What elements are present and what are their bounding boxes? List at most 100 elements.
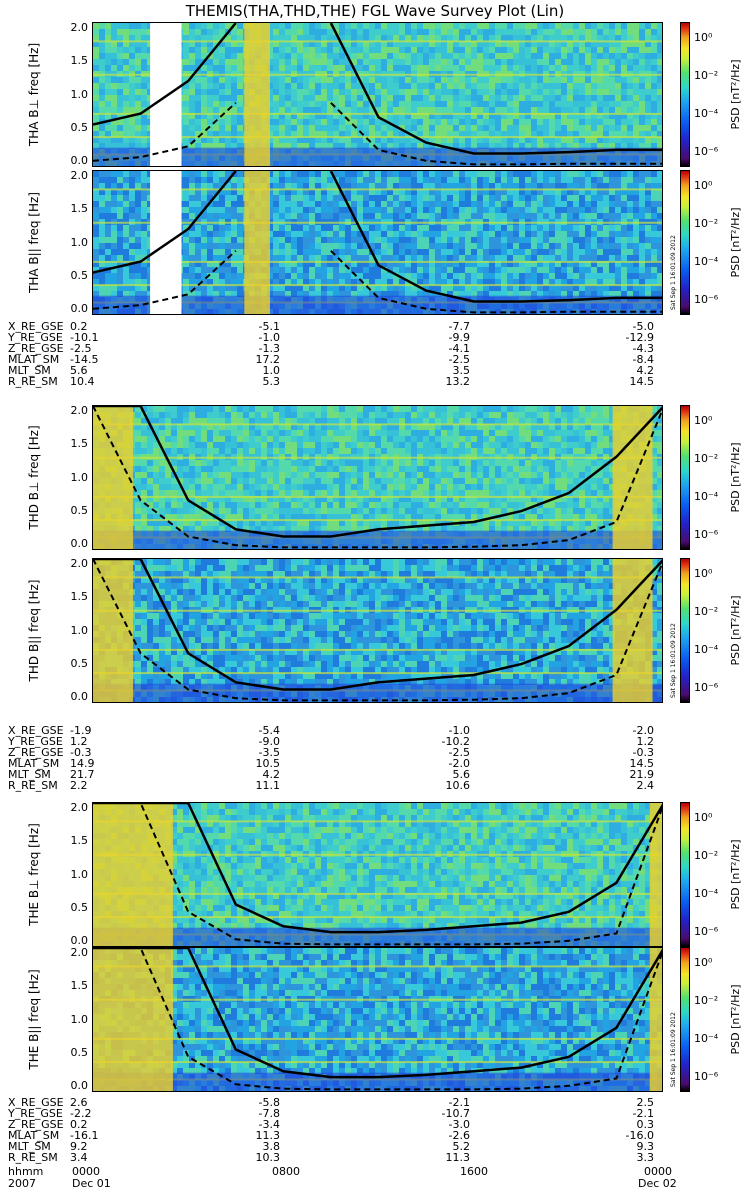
colorbar-tick-label: 10⁻² xyxy=(694,994,719,1007)
low-frequency-band xyxy=(93,530,662,549)
orbit-value: 11.1 xyxy=(255,779,281,792)
high-psd-region xyxy=(244,23,271,166)
orbit-value: -2.5 xyxy=(70,342,92,355)
gyrofrequency-curve xyxy=(93,171,662,303)
orbit-row-label: Z_RE_GSE xyxy=(8,746,64,759)
gyrofrequency-curve xyxy=(93,948,662,1079)
colorbar-tick-label: 10⁻⁶ xyxy=(694,681,719,694)
orbit-row: MLAT_SM 14.9 10.5 -2.0 14.5 xyxy=(8,758,668,769)
orbit-row-label: R_RE_SM xyxy=(8,375,58,388)
high-psd-region xyxy=(612,406,653,549)
orbit-value: 10.6 xyxy=(445,779,471,792)
orbit-value: 0.3 xyxy=(636,1118,655,1131)
psd-texture xyxy=(93,803,662,946)
spectrogram-panel-6 xyxy=(92,947,663,1092)
orbit-row: MLT_SM 9.2 3.8 5.2 9.3 xyxy=(8,1141,668,1152)
oxygen-gyrofrequency-curve xyxy=(93,102,662,166)
y-tick-label: 0.5 xyxy=(70,268,89,282)
y-tick-label: 0.5 xyxy=(70,656,89,670)
orbit-value: 2.5 xyxy=(636,1096,655,1109)
orbit-value: 11.3 xyxy=(445,1151,471,1164)
orbit-row: MLT_SM 21.7 4.2 5.6 21.9 xyxy=(8,769,668,780)
colorbar xyxy=(680,22,690,167)
orbit-value: 3.8 xyxy=(262,1140,281,1153)
orbit-row: X_RE_GSE 2.6 -5.8 -2.1 2.5 xyxy=(8,1097,668,1108)
orbit-value: -2.6 xyxy=(448,1129,470,1142)
panel-ylabel: THD B⊥ freq [Hz] xyxy=(27,425,41,530)
orbit-value: -7.8 xyxy=(258,1107,280,1120)
colorbar-tick-label: 10⁻⁶ xyxy=(694,528,719,541)
orbit-value: -2.0 xyxy=(448,757,470,770)
spectrogram-panel-3 xyxy=(92,405,663,550)
orbit-row-label: MLT_SM xyxy=(8,364,51,377)
colorbar-tick-label: 10⁰ xyxy=(694,811,713,824)
orbit-value: -9.9 xyxy=(448,331,470,344)
y-tick-label: 1.0 xyxy=(70,235,89,249)
high-psd-region xyxy=(93,559,133,702)
orbit-value: -0.3 xyxy=(632,746,654,759)
oxygen-gyrofrequency-curve xyxy=(93,948,662,1091)
colorbar xyxy=(680,170,690,315)
colorbar-label: PSD [nT²/Hz] xyxy=(729,984,742,1055)
orbit-value: -7.7 xyxy=(448,320,470,333)
orbit-value: -2.0 xyxy=(632,724,654,737)
y-tick-label: 1.5 xyxy=(70,202,89,216)
orbit-row: R_RE_SM 3.4 10.3 11.3 3.3 xyxy=(8,1152,668,1163)
high-psd-region xyxy=(93,803,173,946)
orbit-value: 17.2 xyxy=(255,353,281,366)
colorbar-label: PSD [nT²/Hz] xyxy=(729,442,742,513)
y-tick-label: 0.0 xyxy=(70,690,89,703)
orbit-value: -9.0 xyxy=(258,735,280,748)
colorbar-tick-label: 10⁻² xyxy=(694,849,719,862)
colorbar xyxy=(680,558,690,703)
orbit-value: 1.2 xyxy=(636,735,655,748)
spectrogram-panel-2 xyxy=(92,170,663,315)
orbit-row-label: Y_RE_GSE xyxy=(8,331,63,344)
orbit-row-label: X_RE_GSE xyxy=(8,320,64,333)
orbit-value: -16.0 xyxy=(625,1129,654,1142)
orbit-value: 9.2 xyxy=(70,1140,88,1153)
orbit-value: -3.0 xyxy=(448,1118,470,1131)
orbit-value: -0.3 xyxy=(70,746,92,759)
time-tick-label: 0000 xyxy=(644,1165,672,1178)
orbit-row: MLAT_SM -16.1 11.3 -2.6 -16.0 xyxy=(8,1130,668,1141)
orbit-value: -1.0 xyxy=(258,331,280,344)
orbit-value: 5.6 xyxy=(70,364,88,377)
orbit-value: 2.2 xyxy=(70,779,88,792)
spectrogram-canvas xyxy=(93,559,662,702)
orbit-row: R_RE_SM 2.2 11.1 10.6 2.4 xyxy=(8,780,668,791)
oxygen-gyrofrequency-curve xyxy=(93,559,662,702)
high-psd-region xyxy=(244,171,271,314)
gyrofrequency-curve xyxy=(93,559,662,691)
spectrogram-panel-5 xyxy=(92,802,663,947)
orbit-value: 0.2 xyxy=(70,1118,88,1131)
plot-title: THEMIS(THA,THD,THE) FGL Wave Survey Plot… xyxy=(185,2,565,20)
y-tick-label: 1.0 xyxy=(70,1012,89,1026)
orbit-value: -1.3 xyxy=(258,342,280,355)
spectrogram-canvas xyxy=(93,803,662,946)
panel-ylabel: THA B⊥ freq [Hz] xyxy=(27,42,41,147)
orbit-value: 4.2 xyxy=(262,768,281,781)
spectrogram-panel-1 xyxy=(92,22,663,167)
panel-ylabel: THA B|| freq [Hz] xyxy=(27,192,41,293)
psd-texture xyxy=(93,171,662,314)
oxygen-gyrofrequency-curve xyxy=(93,250,662,314)
high-psd-region xyxy=(649,948,662,1091)
orbit-value: 10.3 xyxy=(255,1151,281,1164)
colorbar-tick-label: 10⁰ xyxy=(694,956,713,969)
orbit-value: 14.5 xyxy=(629,375,655,388)
orbit-value: 2.6 xyxy=(70,1096,88,1109)
orbit-value: 11.3 xyxy=(255,1129,281,1142)
y-tick-label: 2.0 xyxy=(70,404,89,417)
orbit-value: -4.3 xyxy=(632,342,654,355)
orbit-table-2: X_RE_GSE -1.9 -5.4 -1.0 -2.0 Y_RE_GSE 1.2 -9.0-… xyxy=(8,725,668,791)
high-psd-region xyxy=(93,406,133,549)
y-tick-label: 1.0 xyxy=(70,470,89,484)
colorbar-tick-label: 10⁻² xyxy=(694,452,719,465)
orbit-row-label: Y_RE_GSE xyxy=(8,1107,63,1120)
end-date-label: Dec 02 xyxy=(638,1177,677,1190)
orbit-value: 21.9 xyxy=(629,768,655,781)
low-frequency-band xyxy=(93,683,662,702)
colorbar-tick-label: 10⁻⁴ xyxy=(694,490,719,503)
y-tick-label: 0.0 xyxy=(70,537,89,550)
